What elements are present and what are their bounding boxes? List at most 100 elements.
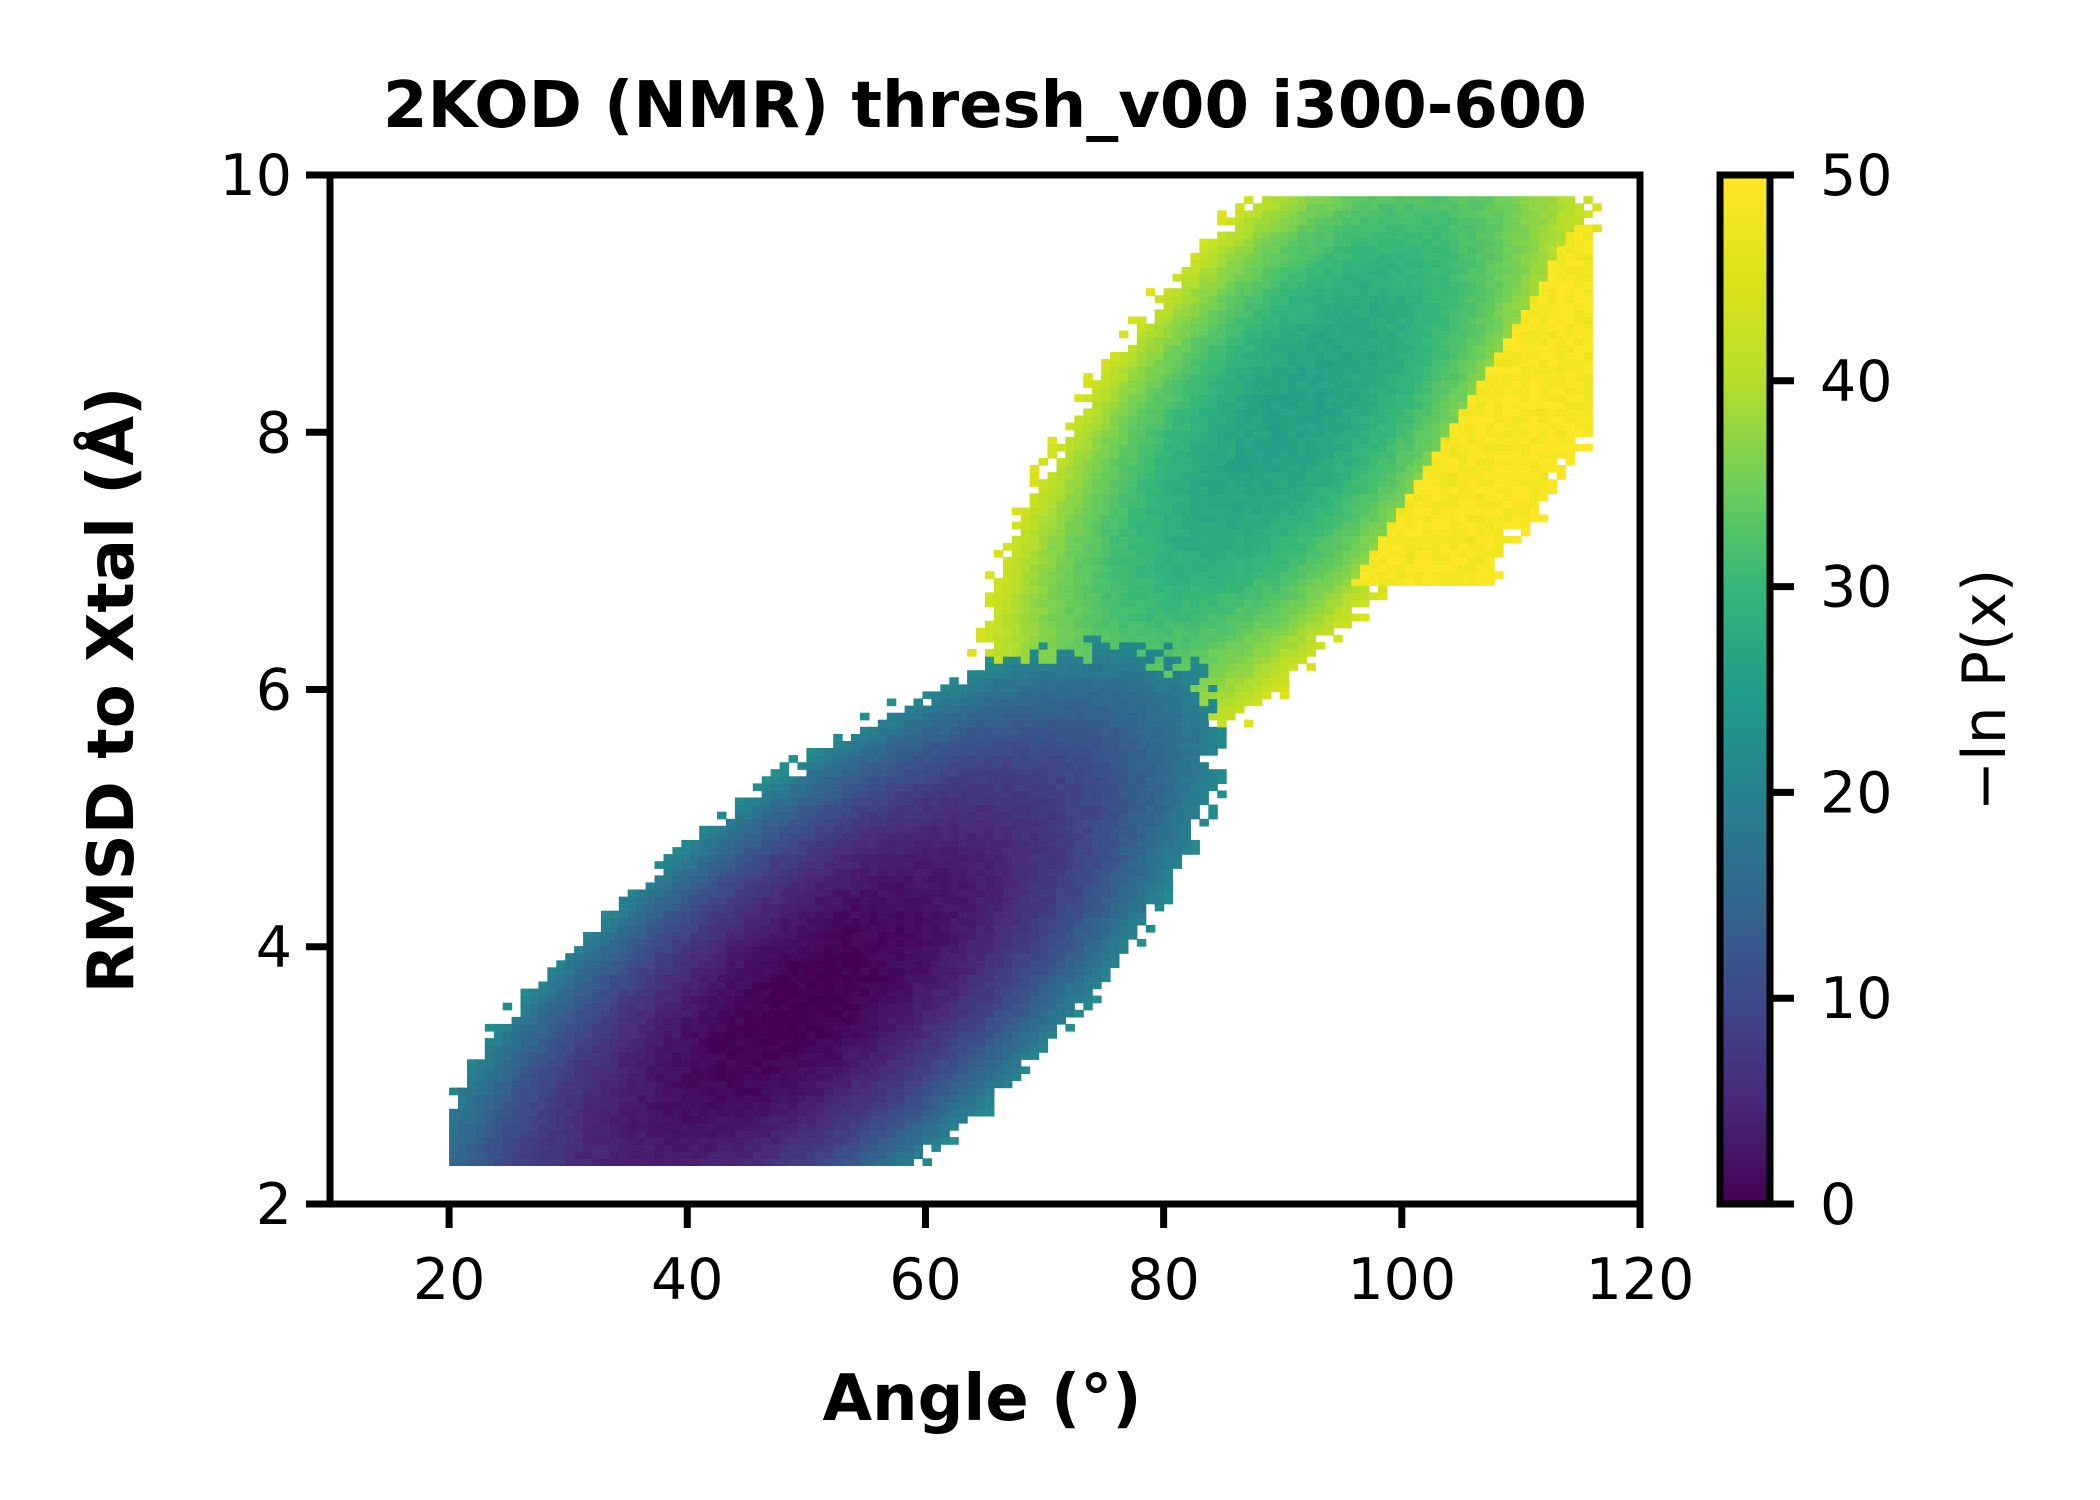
heatmap-cell <box>904 776 915 784</box>
heatmap-cell <box>654 995 664 1004</box>
heatmap-cell <box>1208 571 1218 579</box>
heatmap-cell <box>1127 896 1138 905</box>
heatmap-cell <box>788 889 798 898</box>
heatmap-cell <box>806 903 816 912</box>
heatmap-cell <box>1038 606 1049 615</box>
heatmap-cell <box>1181 677 1191 685</box>
heatmap-cell <box>1020 882 1031 891</box>
heatmap-cell <box>1065 450 1075 459</box>
heatmap-cell <box>538 981 548 990</box>
heatmap-cell <box>779 1059 790 1067</box>
heatmap-cell <box>1011 670 1022 678</box>
heatmap-cell <box>1181 670 1191 678</box>
heatmap-cell <box>726 974 736 983</box>
heatmap-cell <box>681 1144 691 1152</box>
heatmap-cell <box>636 1038 647 1046</box>
heatmap-cell <box>538 1052 548 1060</box>
heatmap-cell <box>806 1073 816 1082</box>
heatmap-cell <box>726 1094 736 1103</box>
heatmap-cell <box>860 967 870 975</box>
heatmap-cell <box>1011 571 1022 579</box>
heatmap-cell <box>636 1045 647 1053</box>
heatmap-cell <box>851 783 861 792</box>
heatmap-cell <box>1190 521 1200 530</box>
heatmap-cell <box>1172 578 1183 586</box>
heatmap-cell <box>976 840 986 848</box>
heatmap-cell <box>529 1016 539 1025</box>
heatmap-cell <box>1163 472 1174 480</box>
heatmap-cell <box>815 755 825 763</box>
heatmap-cell <box>1092 811 1102 820</box>
heatmap-cell <box>904 932 915 940</box>
heatmap-cell <box>770 1073 781 1082</box>
heatmap-cell <box>1056 443 1066 452</box>
heatmap-cell <box>690 981 700 990</box>
heatmap-cell <box>529 1009 539 1018</box>
heatmap-cell <box>1056 535 1066 544</box>
heatmap-cell <box>779 804 790 813</box>
heatmap-cell <box>985 932 995 940</box>
heatmap-cell <box>547 1087 557 1096</box>
heatmap-cell <box>475 1080 486 1089</box>
heatmap-cell <box>672 1052 682 1060</box>
heatmap-cell <box>868 1059 879 1067</box>
heatmap-cell <box>1047 514 1057 523</box>
heatmap-cell <box>1163 620 1174 629</box>
heatmap-cell <box>574 967 584 975</box>
heatmap-cell <box>547 1059 557 1067</box>
heatmap-cell <box>824 1094 834 1103</box>
heatmap-cell <box>1038 521 1049 530</box>
heatmap-cell <box>663 882 673 891</box>
heatmap-cell <box>565 1045 575 1053</box>
heatmap-cell <box>967 967 977 975</box>
heatmap-cell <box>842 868 852 876</box>
heatmap-cell <box>949 677 959 685</box>
heatmap-cell <box>842 790 852 799</box>
heatmap-cell <box>958 932 968 940</box>
heatmap-cell <box>770 797 781 806</box>
heatmap-cell <box>1110 755 1120 763</box>
heatmap-cell <box>1029 818 1040 827</box>
heatmap-cell <box>1020 606 1031 615</box>
heatmap-cell <box>949 939 959 947</box>
heatmap-cell <box>913 712 923 721</box>
heatmap-cell <box>592 1073 602 1082</box>
heatmap-cell <box>574 1023 584 1032</box>
heatmap-cell <box>663 1038 673 1046</box>
heatmap-cell <box>1029 797 1040 806</box>
heatmap-cell <box>931 1002 941 1011</box>
heatmap-cell <box>600 924 611 933</box>
heatmap-cell <box>1190 394 1200 402</box>
heatmap-cell <box>583 960 593 968</box>
heatmap-cell <box>734 917 745 926</box>
heatmap-cell <box>1110 649 1120 657</box>
heatmap-cell <box>1208 726 1218 735</box>
heatmap-cell <box>1074 854 1084 862</box>
heatmap-cell <box>574 1101 584 1110</box>
heatmap-cell <box>904 995 915 1004</box>
heatmap-cell <box>833 1045 843 1053</box>
heatmap-cell <box>502 1052 513 1060</box>
heatmap-cell <box>538 1151 548 1159</box>
heatmap-cell <box>1181 458 1191 466</box>
heatmap-cell <box>743 1123 754 1131</box>
heatmap-cell <box>592 1080 602 1089</box>
heatmap-cell <box>672 967 682 975</box>
heatmap-cell <box>1199 472 1209 480</box>
heatmap-cell <box>993 903 1004 912</box>
heatmap-cell <box>717 974 727 983</box>
heatmap-cell <box>1172 606 1183 615</box>
heatmap-cell <box>886 818 897 827</box>
heatmap-cell <box>1226 613 1236 622</box>
heatmap-cell <box>1190 542 1200 551</box>
heatmap-cell <box>511 1108 522 1117</box>
heatmap-cell <box>1011 578 1022 586</box>
heatmap-cell <box>895 797 906 806</box>
heatmap-cell <box>1038 960 1049 968</box>
heatmap-cell <box>726 1045 736 1053</box>
heatmap-cell <box>1011 1052 1022 1060</box>
heatmap-cell <box>770 832 781 841</box>
heatmap-cell <box>717 903 727 912</box>
heatmap-cell <box>690 1031 700 1039</box>
heatmap-cell <box>502 1144 513 1152</box>
